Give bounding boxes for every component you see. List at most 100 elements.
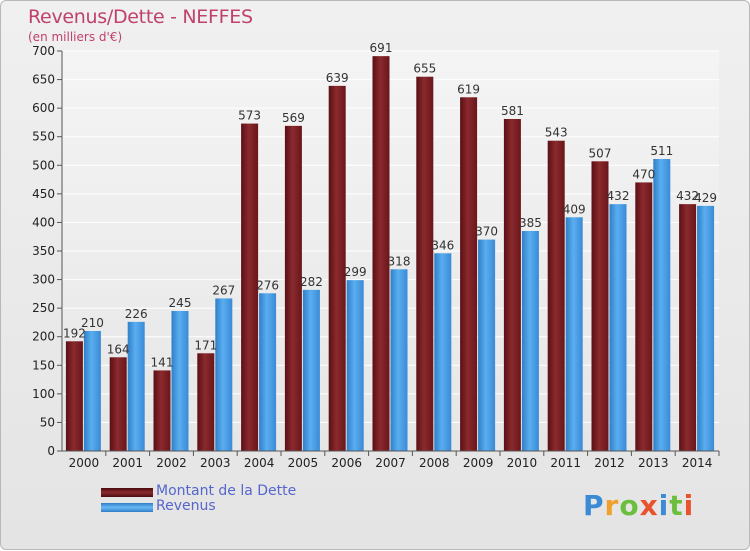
proxiti-logo: Proxiti xyxy=(583,489,694,522)
y-tick-label: 100 xyxy=(32,387,55,401)
x-tick-label: 2009 xyxy=(463,456,494,470)
x-tick-label: 2014 xyxy=(682,456,713,470)
bar-dette xyxy=(372,56,390,452)
bar-revenus xyxy=(565,217,583,451)
logo-letter: t xyxy=(669,489,684,522)
value-label-revenus: 370 xyxy=(475,225,498,239)
value-label-dette: 581 xyxy=(501,104,524,118)
x-tick-label: 2008 xyxy=(419,456,450,470)
y-tick-label: 400 xyxy=(32,215,55,229)
value-label-revenus: 409 xyxy=(563,202,586,216)
x-tick-label: 2013 xyxy=(638,456,669,470)
bar-revenus xyxy=(346,280,364,451)
logo-letter: P xyxy=(583,489,605,522)
bars xyxy=(65,56,715,452)
bar-dette xyxy=(197,353,215,451)
value-label-dette: 470 xyxy=(632,167,655,181)
y-tick-label: 550 xyxy=(32,130,55,144)
bar-dette xyxy=(241,123,259,452)
logo-letter: x xyxy=(639,489,659,522)
value-label-dette: 573 xyxy=(238,109,261,123)
legend-label-revenus: Revenus xyxy=(156,498,216,514)
value-label-dette: 141 xyxy=(151,355,174,369)
logo-letter: i xyxy=(683,489,695,522)
bar-revenus xyxy=(478,239,496,451)
y-tick-label: 500 xyxy=(32,158,55,172)
bar-dette xyxy=(591,161,609,452)
y-tick-label: 300 xyxy=(32,273,55,287)
value-label-revenus: 276 xyxy=(256,278,279,292)
bar-revenus xyxy=(215,298,233,451)
bar-revenus xyxy=(653,159,671,451)
y-tick-label: 0 xyxy=(47,444,55,458)
bar-dette xyxy=(153,370,171,451)
y-tick-label: 700 xyxy=(32,44,55,58)
legend-swatch-dette xyxy=(101,488,153,497)
bar-dette xyxy=(460,97,478,452)
bar-revenus xyxy=(259,293,277,451)
y-tick-label: 650 xyxy=(32,73,55,87)
value-label-revenus: 210 xyxy=(81,316,104,330)
y-tick-label: 200 xyxy=(32,330,55,344)
bar-dette xyxy=(109,357,127,451)
bar-dette xyxy=(328,85,346,451)
bar-revenus xyxy=(697,205,715,451)
chart-title: Revenus/Dette - NEFFES xyxy=(28,6,253,28)
x-tick-label: 2000 xyxy=(69,456,100,470)
value-label-dette: 569 xyxy=(282,111,305,125)
x-tick-label: 2001 xyxy=(112,456,143,470)
bar-revenus xyxy=(83,331,101,451)
bar-dette xyxy=(679,204,697,451)
logo-letter: i xyxy=(658,489,670,522)
value-label-dette: 171 xyxy=(194,338,217,352)
y-tick-label: 350 xyxy=(32,244,55,258)
value-label-dette: 507 xyxy=(589,146,612,160)
value-label-dette: 639 xyxy=(326,71,349,85)
value-label-revenus: 511 xyxy=(650,144,673,158)
bar-revenus xyxy=(390,269,408,451)
x-tick-label: 2007 xyxy=(375,456,406,470)
axes: 0 50 100 150 200 250 300 350 400 450 500 550 600 650 7… xyxy=(32,44,720,470)
y-tick-label: 450 xyxy=(32,187,55,201)
value-label-revenus: 385 xyxy=(519,216,542,230)
bar-dette xyxy=(65,341,83,451)
value-label-dette: 619 xyxy=(457,82,480,96)
chart-subtitle: (en milliers d'€) xyxy=(28,30,123,44)
bar-revenus xyxy=(302,289,320,451)
x-tick-label: 2003 xyxy=(200,456,231,470)
bar-revenus xyxy=(609,204,627,451)
value-label-revenus: 282 xyxy=(300,275,323,289)
value-label-revenus: 432 xyxy=(607,189,630,203)
x-tick-label: 2011 xyxy=(550,456,581,470)
x-tick-label: 2005 xyxy=(288,456,319,470)
y-tick-label: 50 xyxy=(40,415,55,429)
bar-dette xyxy=(284,125,302,451)
value-label-revenus: 267 xyxy=(212,283,235,297)
value-label-dette: 192 xyxy=(63,326,86,340)
x-tick-label: 2010 xyxy=(507,456,538,470)
bar-dette xyxy=(635,182,653,451)
bar-revenus xyxy=(127,321,145,451)
value-label-revenus: 318 xyxy=(388,254,411,268)
value-label-dette: 655 xyxy=(413,62,436,76)
bar-dette xyxy=(547,140,565,451)
logo-letter: o xyxy=(619,489,640,522)
y-tick-label: 250 xyxy=(32,301,55,315)
legend-label-dette: Montant de la Dette xyxy=(156,483,297,499)
x-tick-label: 2004 xyxy=(244,456,275,470)
bar-revenus xyxy=(171,311,189,451)
value-label-dette: 164 xyxy=(107,342,130,356)
bar-dette xyxy=(503,119,521,451)
value-label-dette: 543 xyxy=(545,126,568,140)
value-label-revenus: 299 xyxy=(344,265,367,279)
legend-swatch-revenus xyxy=(101,503,153,512)
bar-revenus xyxy=(434,253,452,451)
value-label-revenus: 346 xyxy=(431,238,454,252)
x-tick-label: 2002 xyxy=(156,456,187,470)
y-tick-label: 150 xyxy=(32,358,55,372)
value-label-dette: 432 xyxy=(676,189,699,203)
value-label-dette: 691 xyxy=(370,41,393,55)
